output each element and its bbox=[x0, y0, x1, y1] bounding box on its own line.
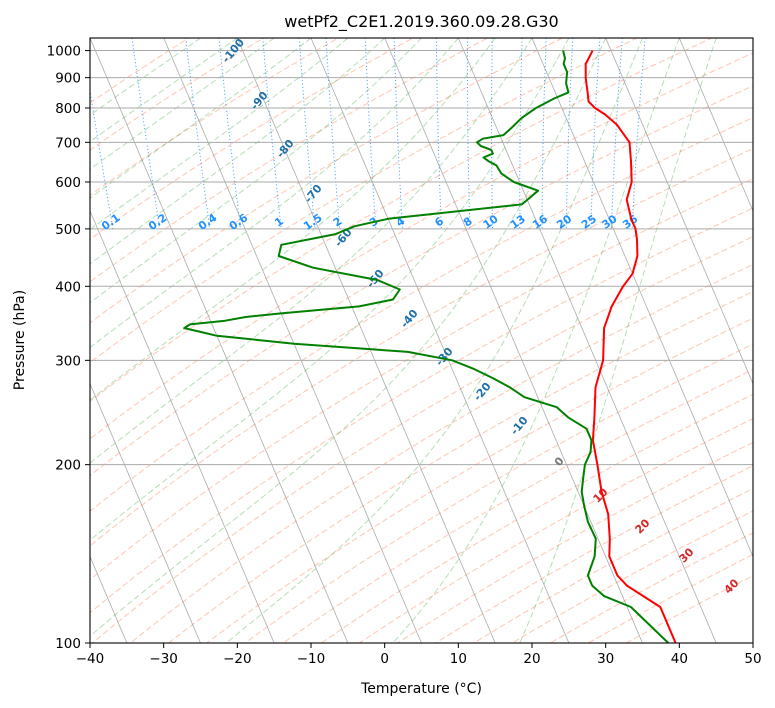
mixing-ratio-line bbox=[435, 38, 442, 229]
y-tick-label: 200 bbox=[55, 458, 81, 474]
mixing-ratio-line bbox=[611, 38, 623, 229]
dry-adiabat bbox=[90, 38, 340, 197]
moist-adiabat bbox=[225, 38, 643, 643]
y-tick-label: 1000 bbox=[47, 44, 81, 60]
isotherm bbox=[90, 38, 349, 643]
mixing-ratio-line bbox=[519, 38, 523, 229]
dry-adiabat bbox=[90, 52, 753, 440]
isotherm bbox=[678, 38, 753, 212]
isotherm bbox=[310, 38, 570, 643]
x-tick-label: 10 bbox=[450, 651, 467, 667]
isotherm bbox=[163, 38, 422, 643]
isotherm bbox=[531, 38, 753, 558]
isotherm bbox=[384, 38, 643, 643]
y-tick-label: 800 bbox=[55, 101, 81, 117]
moist-adiabat bbox=[90, 38, 201, 116]
y-tick-label: 100 bbox=[55, 636, 81, 652]
mixing-ratio-line bbox=[466, 38, 471, 229]
moist-adiabat bbox=[90, 38, 533, 464]
mixing-ratio-line bbox=[364, 38, 377, 229]
temperature-profile bbox=[584, 50, 677, 643]
plot-frame bbox=[89, 37, 754, 644]
y-tick-label: 600 bbox=[55, 175, 81, 191]
isotherm bbox=[90, 382, 201, 643]
profile-lines bbox=[183, 50, 677, 643]
x-axis: −40 −30 −20 −10 0 10 20 30 40 50 bbox=[76, 643, 762, 667]
y-tick-label: 900 bbox=[55, 71, 81, 87]
plot-background bbox=[90, 38, 753, 643]
y-tick-label: 500 bbox=[55, 222, 81, 238]
moist-adiabat bbox=[90, 38, 349, 231]
isotherm bbox=[236, 38, 496, 643]
isotherm bbox=[605, 38, 753, 385]
moist-adiabat bbox=[90, 38, 422, 304]
x-tick-label: 20 bbox=[523, 651, 540, 667]
moist-adiabat bbox=[90, 38, 496, 401]
mixing-ratio-line bbox=[565, 38, 574, 229]
chart-title: wetPf2_C2E1.2019.360.09.28.G30 bbox=[284, 12, 558, 32]
isotherm bbox=[457, 38, 717, 643]
dry-adiabat bbox=[244, 343, 753, 643]
mixing-ratio-line bbox=[491, 38, 494, 229]
y-axis-label: Pressure (hPa) bbox=[12, 290, 28, 390]
x-tick-label: 30 bbox=[597, 651, 614, 667]
x-tick-label: −30 bbox=[149, 651, 178, 667]
y-axis: 100 200 300 400 500 600 700 800 900 1000 bbox=[47, 44, 90, 652]
moist-adiabat bbox=[392, 38, 680, 643]
moist-adiabat bbox=[90, 38, 459, 349]
dry-adiabat bbox=[130, 263, 753, 643]
isotherm bbox=[90, 209, 275, 643]
moist-adiabat bbox=[90, 38, 238, 143]
mixing-ratio-line bbox=[393, 38, 403, 229]
x-tick-label: −10 bbox=[297, 651, 326, 667]
isotherm bbox=[0, 26, 59, 656]
y-tick-label: 300 bbox=[55, 353, 81, 369]
x-tick-label: −40 bbox=[76, 651, 105, 667]
x-axis-label: Temperature (°C) bbox=[360, 681, 482, 697]
moist-adiabat bbox=[519, 38, 717, 643]
grid-lines bbox=[0, 26, 753, 656]
x-tick-label: 0 bbox=[380, 651, 389, 667]
moist-adiabat bbox=[90, 38, 312, 199]
mixing-ratio-line bbox=[325, 38, 341, 229]
moist-adiabat bbox=[90, 38, 386, 265]
x-tick-label: 50 bbox=[744, 651, 761, 667]
mixing-ratio-line bbox=[541, 38, 547, 229]
moist-adiabat bbox=[90, 38, 570, 541]
dewpoint-profile bbox=[183, 50, 669, 643]
y-tick-label: 700 bbox=[55, 135, 81, 151]
x-tick-label: 40 bbox=[671, 651, 688, 667]
mixing-ratio-line bbox=[590, 38, 601, 229]
dry-adiabat bbox=[90, 38, 265, 151]
x-tick-label: −20 bbox=[223, 651, 252, 667]
y-tick-label: 400 bbox=[55, 279, 81, 295]
dry-adiabat bbox=[90, 207, 753, 614]
